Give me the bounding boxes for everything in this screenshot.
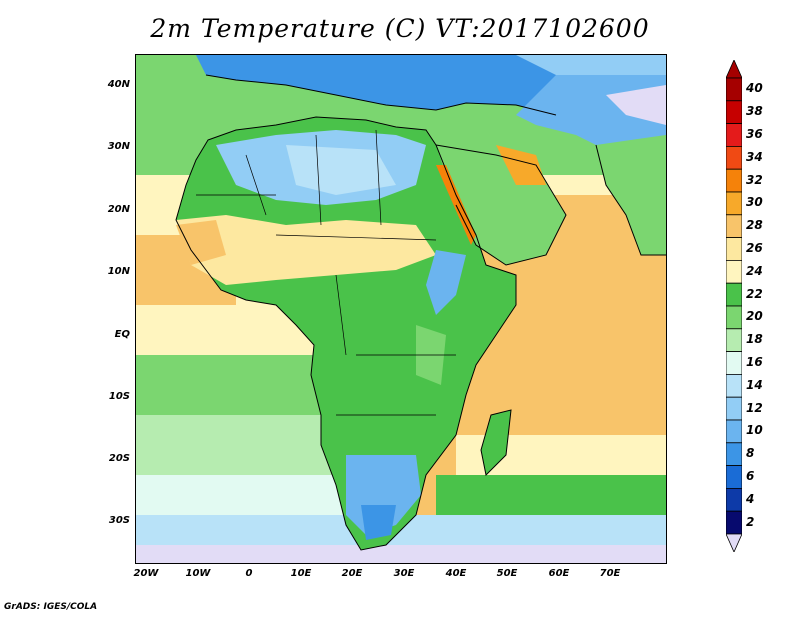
lat-label: 40N — [107, 79, 130, 90]
colorbar-label: 22 — [746, 286, 763, 301]
southern-africa-cold — [361, 505, 396, 540]
colorbar-swatch — [726, 168, 742, 193]
lon-label: 50E — [496, 568, 518, 579]
colorbar-label: 12 — [746, 400, 763, 415]
sahara-cool-inner — [286, 145, 396, 195]
africa-coastline — [175, 116, 517, 551]
sahel-warm — [176, 215, 436, 285]
colorbar-swatch — [726, 305, 742, 330]
colorbar-label: 32 — [746, 172, 763, 187]
colorbar-label: 26 — [746, 241, 763, 255]
colorbar-swatch — [726, 191, 742, 216]
colorbar-swatch — [726, 396, 742, 421]
map-title: 2m Temperature (C) VT:2017102600 — [150, 14, 650, 43]
lat-label: 30S — [108, 515, 130, 526]
colorbar-swatch — [726, 351, 742, 375]
colorbar-label: 28 — [746, 218, 763, 233]
lon-label: 60E — [548, 568, 570, 579]
colorbar-label: 30 — [746, 195, 763, 210]
colorbar-swatch — [726, 510, 742, 535]
ocean-far-south — [136, 545, 666, 563]
lat-label: EQ — [114, 329, 130, 340]
persian-gulf-hot — [496, 145, 546, 185]
himalaya-frost — [606, 85, 666, 125]
colorbar-swatch — [726, 487, 742, 512]
country-borders — [196, 129, 456, 416]
colorbar — [726, 60, 742, 552]
colorbar-swatch — [726, 419, 742, 444]
colorbar-swatch — [726, 146, 742, 170]
colorbar-label: 34 — [746, 149, 763, 164]
colorbar-swatch — [726, 465, 742, 489]
colorbar-swatch — [726, 373, 742, 398]
lat-label: 30N — [107, 141, 130, 152]
colorbar-label: 40 — [746, 81, 763, 96]
grads-credit: GrADS: IGES/COLA — [4, 602, 98, 612]
lat-label: 10N — [107, 266, 130, 277]
lat-label: 20N — [107, 204, 130, 215]
lon-label: 20W — [133, 568, 159, 579]
ocean-south-atlantic-3 — [136, 475, 366, 515]
colorbar-swatch — [726, 100, 742, 124]
colorbar-swatch — [726, 214, 742, 239]
colorbar-top-arrow — [726, 60, 742, 79]
colorbar-label: 36 — [746, 127, 763, 141]
colorbar-label: 20 — [746, 309, 763, 324]
lon-label: 40E — [445, 568, 467, 579]
colorbar-label: 24 — [746, 263, 763, 278]
colorbar-label: 18 — [746, 332, 763, 347]
lat-label: 20S — [108, 453, 130, 464]
arabia-coastline — [435, 144, 567, 266]
colorbar-label: 8 — [746, 446, 755, 461]
madagascar — [481, 410, 511, 475]
map-canvas — [136, 55, 666, 563]
colorbar-label: 6 — [746, 469, 755, 483]
ocean-indian-south — [436, 475, 666, 515]
colorbar-swatch — [726, 237, 742, 261]
india-land — [596, 135, 666, 255]
west-sahel-hot — [176, 220, 226, 265]
ethiopia-highlands — [426, 250, 466, 315]
colorbar-label: 14 — [746, 377, 763, 392]
colorbar-swatch — [726, 442, 742, 466]
colorbar-bottom-arrow — [726, 533, 742, 552]
lat-label: 10S — [108, 391, 130, 402]
ocean-south-atlantic-2 — [136, 415, 336, 475]
colorbar-swatch — [726, 282, 742, 307]
lon-label: 30E — [393, 568, 415, 579]
colorbar-label: 4 — [746, 491, 755, 506]
colorbar-swatch — [726, 77, 742, 102]
lon-label: 70E — [599, 568, 621, 579]
lon-label: 10E — [290, 568, 312, 579]
lon-label: 0 — [245, 568, 253, 579]
lon-label: 20E — [341, 568, 363, 579]
colorbar-label: 10 — [746, 423, 763, 438]
colorbar-swatch — [726, 259, 742, 284]
lon-label: 10W — [185, 568, 211, 579]
madagascar-coastline — [480, 409, 512, 477]
colorbar-swatch — [726, 123, 742, 147]
ocean-south-atlantic-1 — [136, 355, 336, 415]
europe-coastline — [205, 74, 557, 116]
india-coastline — [595, 144, 666, 256]
colorbar-label: 16 — [746, 355, 763, 369]
temperature-map — [135, 54, 667, 564]
colorbar-label: 2 — [746, 514, 755, 529]
colorbar-swatch — [726, 328, 742, 352]
colorbar-label: 38 — [746, 104, 763, 119]
